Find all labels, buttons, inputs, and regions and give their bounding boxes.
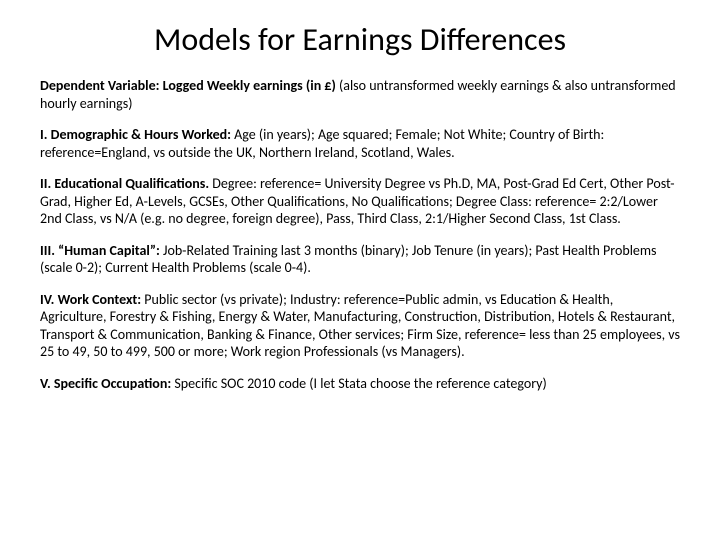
- paragraph-human-capital: III. “Human Capital”: Job-Related Traini…: [40, 242, 680, 277]
- para-lead: V. Specific Occupation:: [40, 375, 171, 392]
- para-lead: III. “Human Capital”:: [40, 242, 160, 259]
- paragraph-dependent-variable: Dependent Variable: Logged Weekly earnin…: [40, 77, 680, 112]
- para-lead: II. Educational Qualifications.: [40, 175, 209, 192]
- para-lead: IV. Work Context:: [40, 291, 141, 308]
- para-lead: I. Demographic & Hours Worked:: [40, 126, 231, 143]
- paragraph-demographic: I. Demographic & Hours Worked: Age (in y…: [40, 126, 680, 161]
- para-rest: Specific SOC 2010 code (I let Stata choo…: [171, 375, 547, 392]
- slide-title: Models for Earnings Differences: [40, 20, 680, 59]
- para-lead: Dependent Variable: Logged Weekly earnin…: [40, 77, 336, 94]
- paragraph-specific-occupation: V. Specific Occupation: Specific SOC 201…: [40, 375, 680, 393]
- paragraph-work-context: IV. Work Context: Public sector (vs priv…: [40, 291, 680, 361]
- paragraph-education: II. Educational Qualifications. Degree: …: [40, 175, 680, 228]
